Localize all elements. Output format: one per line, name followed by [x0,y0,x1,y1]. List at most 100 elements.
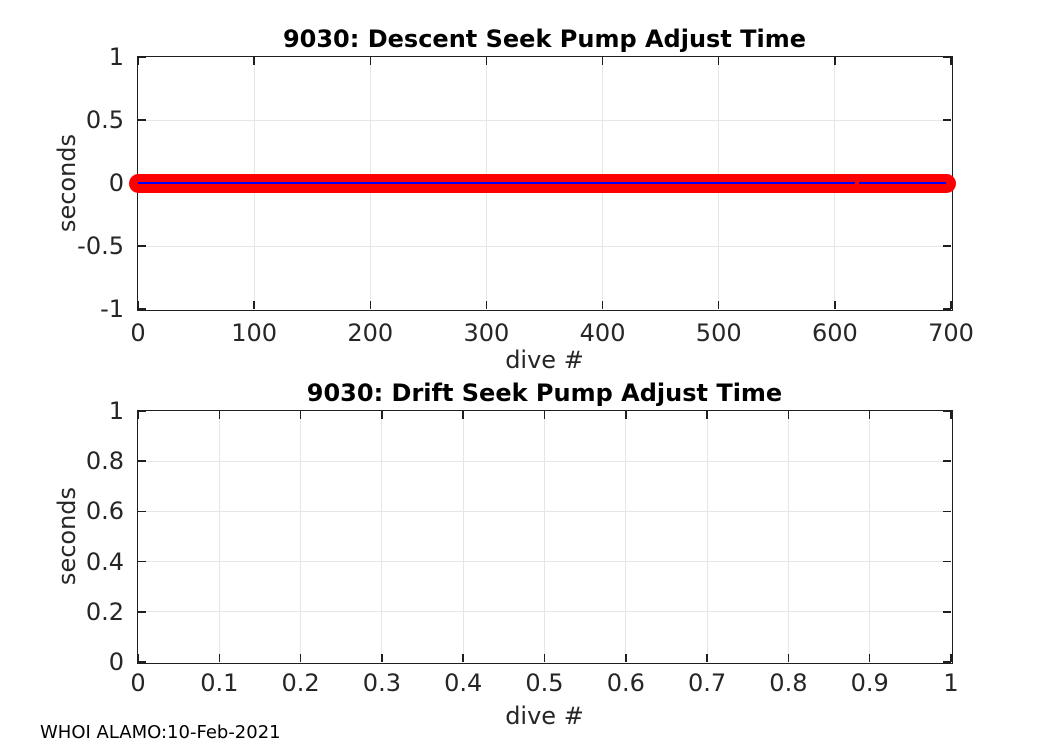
x-tick-mark [485,57,488,65]
y-tick-mark [943,56,951,58]
x-tick-mark [299,654,302,662]
x-tick-mark [950,301,952,309]
y-tick-label: -0.5 [77,232,124,260]
x-tick-mark [381,411,383,419]
x-tick-mark [369,301,372,309]
y-tick-mark [943,560,951,563]
drift-plot-area [137,410,953,664]
x-tick-label: 700 [928,319,974,347]
x-tick-label: 500 [695,319,742,347]
x-tick-mark [381,654,383,662]
x-tick-label: 0.9 [850,669,889,697]
descent-series-line [859,181,947,185]
y-tick-label: -1 [100,295,124,323]
y-gridline [138,119,951,121]
x-tick-mark [253,301,255,309]
x-tick-label: 0 [130,669,146,697]
y-tick-mark [943,460,951,462]
x-gridline [462,411,464,662]
x-tick-mark [601,301,604,309]
drift-plot-title: 9030: Drift Seek Pump Adjust Time [306,379,783,407]
x-tick-mark [137,654,139,662]
descent-plot-title: 9030: Descent Seek Pump Adjust Time [282,25,807,53]
x-tick-mark [834,57,836,65]
x-tick-mark [137,57,139,65]
x-gridline [625,411,627,662]
x-tick-mark [462,654,464,662]
y-tick-mark [943,611,951,613]
x-tick-label: 0.2 [281,669,320,697]
x-gridline [218,411,220,662]
x-tick-label: 0.3 [362,669,401,697]
y-tick-mark [943,245,951,247]
x-tick-label: 0.1 [200,669,239,697]
x-tick-label: 0.7 [688,669,727,697]
x-tick-label: 400 [579,319,626,347]
x-tick-label: 200 [347,319,394,347]
x-tick-mark [601,57,604,65]
y-tick-label: 0.8 [85,447,124,476]
y-tick-mark [943,410,951,412]
x-tick-label: 0.4 [444,669,483,697]
descent-xaxis-label: dive # [505,346,584,374]
y-tick-label: 0.4 [85,547,124,576]
y-tick-mark [138,56,146,58]
x-tick-mark [834,301,836,309]
y-tick-mark [138,460,146,462]
x-tick-mark [787,654,790,662]
y-tick-label: 0 [108,169,124,197]
x-tick-mark [543,654,546,662]
y-gridline [138,510,951,512]
x-tick-label: 0.5 [525,669,564,697]
y-tick-mark [138,245,146,247]
watermark-text: WHOI ALAMO:10-Feb-2021 [40,722,281,743]
y-tick-mark [943,661,951,663]
x-tick-mark [625,411,627,419]
drift-xaxis-label: dive # [505,702,584,730]
y-tick-mark [138,308,146,310]
x-tick-mark [218,654,221,662]
x-tick-mark [218,411,221,419]
y-tick-mark [138,119,146,121]
x-tick-mark [868,411,871,419]
x-tick-mark [950,654,952,662]
y-tick-mark [138,560,146,563]
y-tick-label: 0 [108,648,124,676]
y-tick-mark [138,510,146,513]
y-tick-label: 0.2 [85,597,124,626]
x-tick-mark [950,57,952,65]
x-gridline [300,411,302,662]
x-tick-label: 100 [231,319,278,347]
x-tick-mark [485,301,488,309]
y-gridline [138,460,951,462]
x-tick-mark [868,654,871,662]
x-tick-mark [706,654,708,662]
x-tick-label: 300 [463,319,510,347]
x-tick-mark [462,411,464,419]
x-gridline [544,411,545,662]
x-tick-mark [717,301,720,309]
x-tick-mark [950,411,952,419]
x-tick-mark [137,301,139,309]
x-tick-label: 0.6 [606,669,645,697]
x-tick-mark [137,411,139,419]
x-tick-mark [543,411,546,419]
y-tick-label: 1 [108,397,124,425]
x-tick-mark [717,57,720,65]
x-tick-label: 0.8 [769,669,808,697]
x-gridline [381,411,383,662]
x-tick-mark [706,411,708,419]
y-tick-mark [138,661,146,663]
x-tick-label: 0 [130,319,146,347]
descent-series-line [138,181,855,185]
x-tick-mark [299,411,302,419]
y-tick-mark [138,611,146,613]
y-tick-label: 0.5 [85,106,124,134]
x-tick-mark [787,411,790,419]
y-tick-label: 1 [108,43,124,71]
y-gridline [138,245,951,247]
y-tick-mark [138,410,146,412]
x-gridline [869,411,871,662]
x-tick-mark [625,654,627,662]
